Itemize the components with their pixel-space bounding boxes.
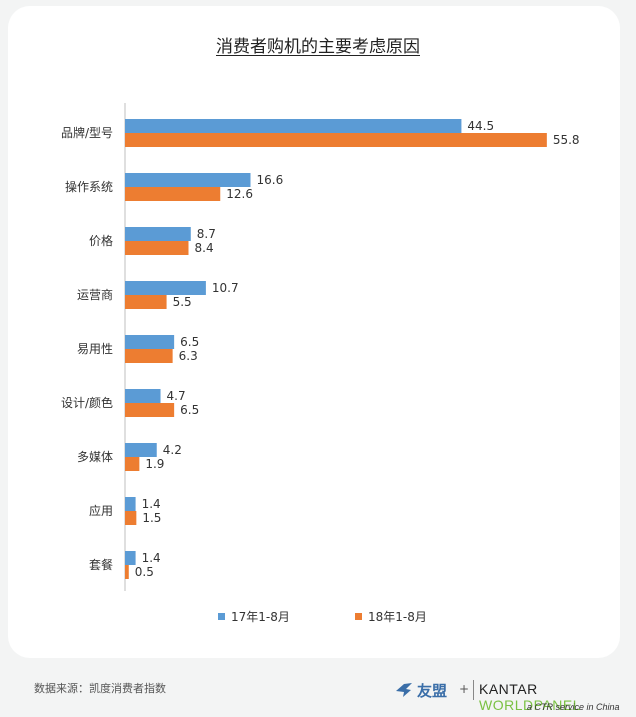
- legend-swatch-2017: [218, 613, 225, 620]
- data-source-note: 数据来源：凯度消费者指数: [34, 682, 166, 695]
- bar-2017: [125, 119, 462, 133]
- bar-2018: [125, 133, 547, 147]
- category-label: 易用性: [77, 342, 113, 356]
- bar-2017: [125, 389, 161, 403]
- plus-sign: +: [459, 682, 470, 696]
- bar-2017: [125, 173, 251, 187]
- bar-2018: [125, 187, 221, 201]
- bar-2017: [125, 551, 136, 565]
- ctr-tagline: a CTR service in China: [527, 702, 620, 712]
- data-label: 55.8: [553, 133, 580, 147]
- data-label: 1.9: [145, 457, 164, 471]
- data-label: 1.4: [142, 497, 161, 511]
- category-label: 套餐: [89, 557, 113, 572]
- bar-2018: [125, 457, 140, 471]
- bar-2017: [125, 335, 175, 349]
- data-label: 8.4: [195, 241, 214, 255]
- data-label: 6.5: [180, 335, 199, 349]
- logo-divider: [473, 680, 474, 700]
- data-label: 1.5: [142, 511, 161, 525]
- category-label: 操作系统: [65, 179, 113, 194]
- bar-2018: [125, 565, 129, 579]
- umeng-logo-text: 友盟: [417, 682, 448, 700]
- bar-2017: [125, 227, 191, 241]
- category-label: 价格: [89, 233, 113, 248]
- kantar-worldpanel-logo: KANTAR WORLDPANEL: [479, 681, 625, 713]
- data-label: 6.5: [180, 403, 199, 417]
- data-label: 10.7: [212, 281, 239, 295]
- data-label: 5.5: [173, 295, 192, 309]
- chart-title: 消费者购机的主要考虑原因: [216, 37, 420, 57]
- legend-item-2017: 17年1-8月: [218, 608, 290, 625]
- data-label: 16.6: [256, 173, 283, 187]
- data-label: 0.5: [135, 565, 154, 579]
- bar-2018: [125, 241, 189, 255]
- bar-chart: 品牌/型号 44.5 55.8 操作系统 16.612.6 价格 8.78.4 运营商 10.7…: [61, 103, 580, 591]
- legend-item-2018: 18年1-8月: [355, 608, 427, 625]
- bar-2017: [125, 443, 157, 457]
- chart-card: [8, 6, 620, 658]
- category-label: 运营商: [77, 287, 113, 302]
- umeng-bird-icon: [396, 683, 412, 697]
- data-label: 4.7: [167, 389, 186, 403]
- data-label: 8.7: [197, 227, 216, 241]
- category-label: 应用: [89, 503, 113, 518]
- data-label: 44.5: [467, 119, 494, 133]
- bar-2017: [125, 497, 136, 511]
- data-label: 12.6: [226, 187, 253, 201]
- bar-2017: [125, 281, 206, 295]
- kantar-text: KANTAR: [479, 681, 538, 697]
- legend-label-2017: 17年1-8月: [231, 610, 290, 624]
- legend-swatch-2018: [355, 613, 362, 620]
- data-label: 4.2: [163, 443, 182, 457]
- brand-logos: 友盟 + KANTAR WORLDPANEL a CTR service in …: [395, 680, 625, 714]
- bar-2018: [125, 295, 167, 309]
- category-label: 设计/颜色: [61, 395, 113, 410]
- legend-label-2018: 18年1-8月: [368, 610, 427, 624]
- category-label: 多媒体: [77, 450, 113, 464]
- worldpanel-text: WORLDPANEL: [479, 697, 581, 713]
- bar-2018: [125, 511, 137, 525]
- data-label: 1.4: [142, 551, 161, 565]
- bar-2018: [125, 349, 173, 363]
- category-label: 品牌/型号: [61, 126, 113, 140]
- bar-2018: [125, 403, 175, 417]
- data-label: 6.3: [179, 349, 198, 363]
